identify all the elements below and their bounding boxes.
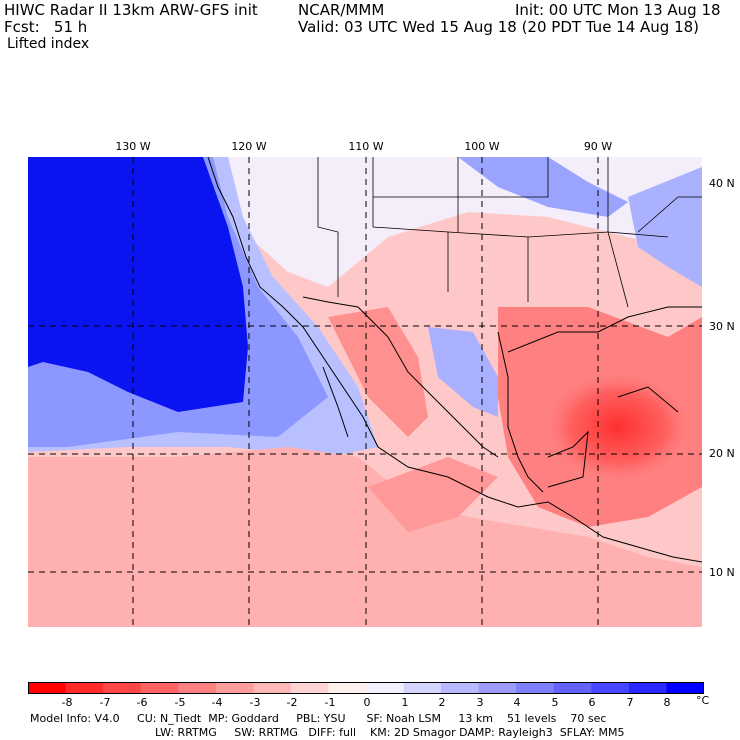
state-borders	[317, 157, 702, 308]
colorbar-swatch	[178, 682, 217, 694]
colorbar	[28, 682, 704, 694]
colorbar-swatch	[366, 682, 405, 694]
colorbar-swatch	[103, 682, 142, 694]
blue-region-north	[458, 157, 628, 217]
valid-time: Valid: 03 UTC Wed 15 Aug 18 (20 PDT Tue …	[298, 18, 700, 36]
colorbar-swatch	[628, 682, 667, 694]
model-info-line-1: Model Info: V4.0 CU: N_Tiedt MP: Goddard…	[30, 712, 607, 725]
colorbar-swatch	[591, 682, 630, 694]
colorbar-tick: 2	[438, 696, 446, 709]
lon-label-110w: 110 W	[348, 140, 384, 153]
colorbar-swatch	[290, 682, 329, 694]
colorbar-tick: -3	[249, 696, 261, 709]
colorbar-swatch	[328, 682, 367, 694]
colorbar-tick: 1	[401, 696, 409, 709]
forecast-hour: Fcst: 51 h	[4, 18, 88, 36]
colorbar-swatch	[478, 682, 517, 694]
red-region-sierra-madre	[328, 307, 428, 437]
lat-label-10n: 10 N	[709, 566, 735, 579]
colorbar-tick: -5	[174, 696, 186, 709]
colorbar-tick: 8	[663, 696, 671, 709]
colorbar-tick: 4	[513, 696, 521, 709]
colorbar-swatch	[253, 682, 292, 694]
colorbar-swatch	[516, 682, 555, 694]
colorbar-unit: °C	[696, 694, 710, 707]
map-title: HIWC Radar II 13km ARW-GFS init	[4, 1, 258, 19]
coastlines	[207, 157, 702, 563]
colorbar-swatch	[65, 682, 104, 694]
lat-lon-grid	[28, 157, 702, 627]
lat-label-40n: 40 N	[709, 177, 735, 190]
colorbar-swatch	[553, 682, 592, 694]
colorbar-tick: 6	[588, 696, 596, 709]
colorbar-swatch	[666, 682, 704, 694]
lat-label-20n: 20 N	[709, 447, 735, 460]
instability-max	[538, 367, 698, 487]
colorbar-swatch	[140, 682, 179, 694]
blue-region-mexico	[428, 327, 498, 417]
lon-label-130w: 130 W	[115, 140, 151, 153]
lon-label-100w: 100 W	[464, 140, 500, 153]
model-info-line-2: LW: RRTMG SW: RRTMG DIFF: full KM: 2D Sm…	[155, 726, 625, 739]
colorbar-tick: -4	[211, 696, 223, 709]
lon-label-120w: 120 W	[231, 140, 267, 153]
colorbar-tick: 0	[363, 696, 371, 709]
pacific-deep-blue	[28, 157, 248, 412]
colorbar-swatch	[441, 682, 480, 694]
colorbar-tick: -1	[324, 696, 336, 709]
red-region-southern-mexico	[368, 457, 498, 532]
colorbar-tick: -8	[61, 696, 73, 709]
colorbar-swatch	[403, 682, 442, 694]
pink-region-south	[28, 447, 702, 627]
lat-label-30n: 30 N	[709, 320, 735, 333]
colorbar-tick: 7	[626, 696, 634, 709]
field-name: Lifted index	[7, 36, 90, 52]
colorbar-swatch	[28, 682, 67, 694]
colorbar-tick: -2	[286, 696, 298, 709]
colorbar-tick: -6	[136, 696, 148, 709]
init-time: Init: 00 UTC Mon 13 Aug 18	[515, 1, 721, 19]
colorbar-swatch	[215, 682, 254, 694]
lon-label-90w: 90 W	[583, 140, 613, 153]
colorbar-tick: -7	[99, 696, 111, 709]
colorbar-tick: 3	[476, 696, 484, 709]
colorbar-tick: 5	[551, 696, 559, 709]
organization-label: NCAR/MMM	[298, 1, 385, 19]
colorbar-border	[28, 682, 704, 694]
lifted-index-map	[28, 157, 702, 627]
